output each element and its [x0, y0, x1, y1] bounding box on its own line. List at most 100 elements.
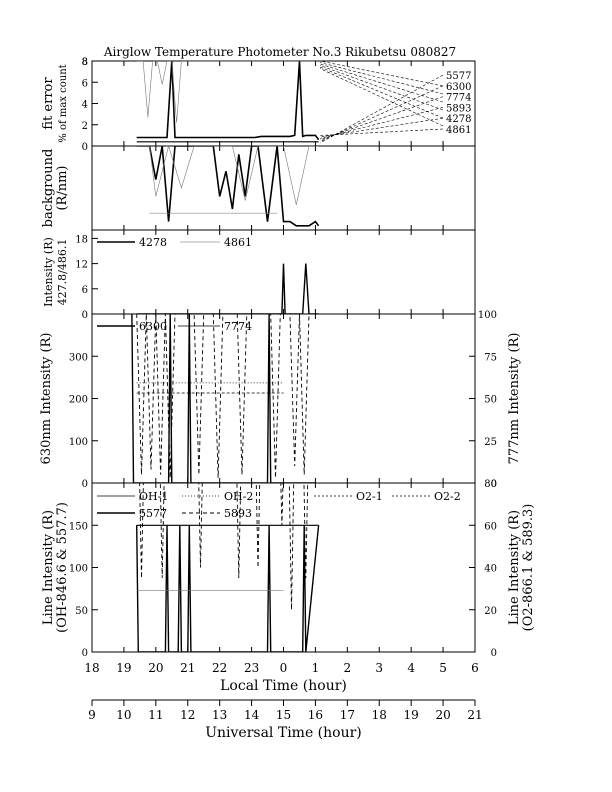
legend-connector [319, 128, 444, 136]
ut-tick-label: 11 [148, 708, 163, 722]
series-group [131, 314, 317, 483]
y2-tick-label: 20 [484, 606, 497, 617]
y-tick-label: 8 [82, 57, 88, 68]
ut-tick-label: 13 [212, 708, 227, 722]
legend-label-7774: 7774 [224, 320, 252, 333]
y2-axis-label: (O2-866.1 & 589.3) [521, 504, 536, 632]
panel-630_777: 0 100 200 300 0 25 50 75 100 630nm Intensity (R) 7… [39, 310, 522, 490]
series-group [136, 483, 320, 652]
panel-intensity_427_486: 0 6 12 18 Intensity (R) 427.8/486.1 [42, 229, 476, 321]
legend-label-O2-2: O2-2 [434, 490, 461, 503]
ut-tick-label: 9 [88, 708, 96, 722]
y-tick-label: 2 [82, 121, 88, 132]
y2-tick-label: 100 [478, 310, 497, 321]
y-axis-label: fit error [41, 77, 56, 130]
legend-label-6300: 6300 [139, 320, 167, 333]
local-time-tick-label: 3 [375, 661, 383, 675]
local-time-tick-label: 22 [212, 661, 227, 675]
local-time-tick-label: 23 [244, 661, 259, 675]
y2-axis-label: Line Intensity (R) [507, 510, 522, 625]
y2-tick-label: 40 [484, 564, 497, 575]
y-axis-label: 427.8/486.1 [56, 239, 69, 306]
y-tick-label: 6 [82, 285, 88, 296]
local-time-axis-label: Local Time (hour) [220, 678, 347, 694]
ut-tick-label: 18 [372, 708, 387, 722]
y-tick-label: 0 [82, 479, 88, 490]
legend-label-5577: 5577 [139, 507, 167, 520]
y-axis-label: Intensity (R) [42, 237, 55, 307]
y2-tick-label: 50 [484, 395, 497, 406]
legend-connector [319, 117, 444, 138]
ut-tick-label: 12 [180, 708, 195, 722]
series-4278 [136, 263, 319, 314]
series-5577 [136, 525, 320, 652]
ut-tick-label: 16 [308, 708, 323, 722]
y-tick-label: 100 [69, 564, 88, 575]
legend-label-OH-1: OH-1 [139, 490, 168, 503]
line-intensity-legend: OH-1 OH-2 O2-1 O2-2 5577 5893 [97, 490, 461, 520]
legend-connector [319, 107, 444, 139]
legend-connector [319, 74, 444, 144]
y2-tick-label: 25 [484, 437, 497, 448]
legend-label-4278: 4278 [446, 114, 471, 125]
legend-connector [319, 60, 444, 87]
y2-tick-label: 0 [491, 648, 497, 659]
y-axis-label: 630nm Intensity (R) [39, 333, 54, 465]
y2-tick-label: 0 [491, 479, 497, 490]
series-6300 [131, 314, 316, 483]
y2-tick-label: 60 [484, 521, 497, 532]
y-tick-label: 0 [82, 648, 88, 659]
legend-connector [319, 96, 444, 141]
series-thin-gray [136, 61, 316, 123]
local-time-tick-label: 5 [439, 661, 447, 675]
y-tick-label: 4 [82, 100, 88, 111]
y-axis-label: background [41, 149, 56, 228]
legend-connector [319, 85, 444, 142]
legend-label-O2-1: O2-1 [356, 490, 383, 503]
ut-axis-label: Universal Time (hour) [205, 725, 362, 741]
y-axis-label: (R/nm) [55, 165, 70, 210]
y-tick-label: 50 [75, 606, 88, 617]
legend-label-5893: 5893 [224, 507, 252, 520]
legend-label-4861: 4861 [446, 125, 471, 136]
local-time-tick-label: 2 [344, 661, 352, 675]
ut-tick-label: 14 [244, 708, 260, 722]
legend-connector [319, 63, 444, 103]
ut-tick-label: 10 [116, 708, 131, 722]
legend-label-5893: 5893 [446, 103, 471, 114]
local-time-tick-label: 20 [148, 661, 163, 675]
series-group [136, 146, 320, 227]
panel-background: background (R/nm) [41, 145, 476, 231]
ut-tick-label: 19 [404, 708, 419, 722]
local-time-tick-label: 6 [471, 661, 479, 675]
y-axis-label: % of max count [58, 64, 69, 142]
legend-connector [319, 62, 444, 95]
y-tick-label: 6 [82, 78, 88, 89]
emission-630-legend: 6300 7774 [97, 320, 252, 333]
y2-tick-label: 80 [484, 479, 497, 490]
y-tick-label: 0 [82, 310, 88, 321]
intensity-legend: 4278 4861 [97, 236, 252, 249]
series-thick [136, 61, 320, 141]
legend-label-6300: 6300 [446, 82, 471, 93]
legend-label-4278: 4278 [139, 236, 167, 249]
local-time-tick-label: 1 [312, 661, 320, 675]
series-7774 [136, 314, 317, 478]
y-tick-label: 18 [75, 234, 88, 245]
y-tick-label: 100 [69, 437, 88, 448]
y2-tick-label: 75 [484, 352, 497, 363]
series-group [136, 61, 320, 143]
legend-label-7774: 7774 [446, 93, 471, 104]
legend-connector [319, 66, 444, 119]
ut-tick-label: 17 [340, 708, 355, 722]
legend-connector [319, 65, 444, 111]
y2-axis-label: 777nm Intensity (R) [507, 333, 522, 465]
ut-tick-label: 20 [435, 708, 450, 722]
y-axis-label: (OH-846.6 & 557.7) [55, 502, 70, 633]
series-thin-gray [136, 146, 319, 205]
y-tick-label: 300 [69, 352, 88, 363]
